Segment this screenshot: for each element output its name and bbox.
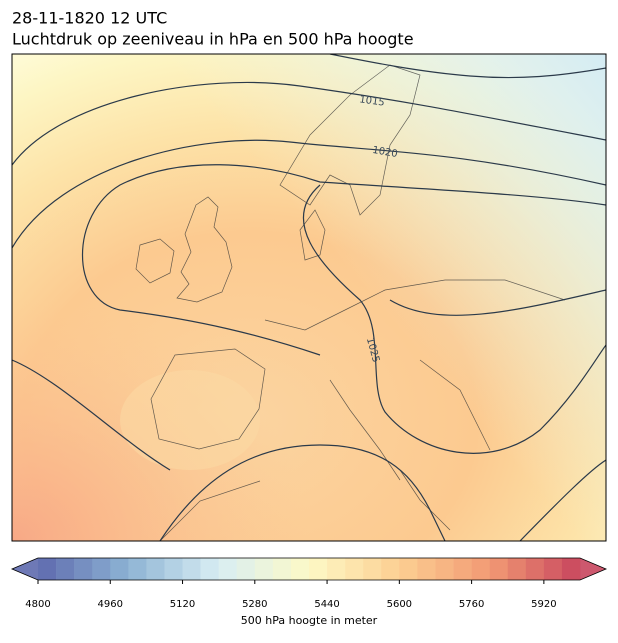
colorbar-tick-label: 5280 <box>242 599 267 610</box>
colorbar-tick-label: 4960 <box>98 599 123 610</box>
colorbar-band <box>507 558 527 580</box>
colorbar-band <box>543 558 563 580</box>
colorbar-band <box>146 558 165 580</box>
colorbar-band <box>218 558 238 580</box>
colorbar-band <box>561 558 581 580</box>
colorbar-band <box>290 558 310 580</box>
colorbar-band <box>128 558 147 580</box>
colorbar-tick-label: 4800 <box>25 599 50 610</box>
height-field-high <box>12 54 606 541</box>
colorbar-band <box>525 558 545 580</box>
colorbar-band <box>38 558 57 580</box>
colorbar-extend-high <box>580 558 606 580</box>
colorbar-tick-label: 5600 <box>387 599 412 610</box>
colorbar-band <box>381 558 400 580</box>
date-title: 28-11-1820 12 UTC <box>12 9 167 28</box>
map: 1015 1020 1025 <box>12 54 606 541</box>
colorbar-band <box>399 558 418 580</box>
colorbar-band <box>345 558 364 580</box>
colorbar-frame <box>10 557 608 581</box>
colorbar-band <box>363 558 382 580</box>
colorbar-band <box>453 558 472 580</box>
colorbar-band <box>272 558 292 580</box>
colorbar-band <box>110 558 129 580</box>
colorbar-extend-low <box>12 558 38 580</box>
colorbar-tick-label: 5440 <box>314 599 339 610</box>
height-field-iberia <box>120 370 260 470</box>
isobar <box>302 184 606 454</box>
colorbar-tick-label: 5920 <box>531 599 556 610</box>
map-frame <box>11 53 607 542</box>
colorbar-band <box>309 558 328 580</box>
map-title: Luchtdruk op zeeniveau in hPa en 500 hPa… <box>12 30 414 49</box>
colorbar-band <box>74 558 93 580</box>
isobar <box>329 54 606 79</box>
isobar <box>12 139 606 249</box>
coastlines <box>135 64 566 541</box>
colorbar-tick-label: 5120 <box>170 599 195 610</box>
colorbar: 4800 4960 5120 5280 5440 5600 5760 5920 <box>10 557 608 610</box>
colorbar-band <box>200 558 219 580</box>
colorbar-band <box>435 558 454 580</box>
colorbar-label: 500 hPa hoogte in meter <box>241 614 378 627</box>
colorbar-band <box>471 558 490 580</box>
isobar-label: 1020 <box>371 145 398 160</box>
isobar <box>81 164 606 356</box>
colorbar-band <box>164 558 183 580</box>
isobar <box>12 81 606 166</box>
colorbar-band <box>489 558 509 580</box>
isobar-label: 1015 <box>359 94 386 108</box>
colorbar-band <box>327 558 346 580</box>
colorbar-band <box>182 558 201 580</box>
isobar <box>12 359 171 471</box>
isobar <box>519 459 606 541</box>
isobar <box>159 444 446 541</box>
colorbar-band <box>254 558 274 580</box>
colorbar-band <box>236 558 256 580</box>
colorbar-band <box>417 558 436 580</box>
isobar <box>389 289 606 316</box>
colorbar-band <box>56 558 75 580</box>
colorbar-tick-label: 5760 <box>459 599 484 610</box>
colorbar-band <box>92 558 111 580</box>
